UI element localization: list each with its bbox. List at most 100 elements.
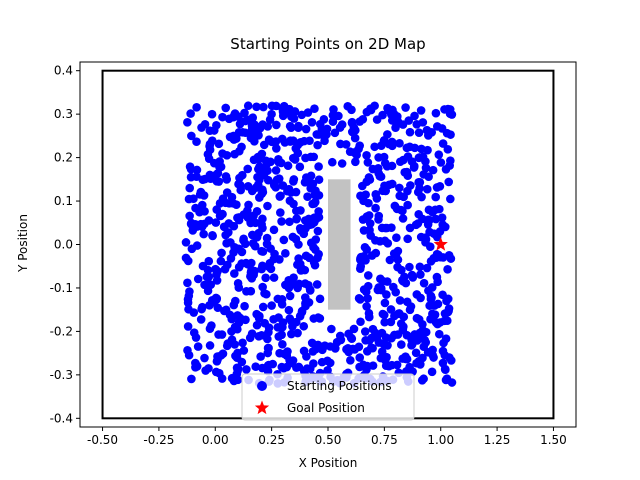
starting-position-point (258, 302, 268, 312)
starting-position-point (244, 115, 254, 125)
starting-position-point (421, 157, 430, 166)
starting-position-point (264, 135, 274, 144)
starting-position-point (213, 355, 222, 364)
starting-position-point (398, 214, 408, 223)
starting-position-point (244, 200, 253, 210)
starting-position-point (389, 109, 399, 119)
starting-position-point (305, 285, 315, 294)
starting-position-point (375, 171, 385, 181)
starting-position-point (327, 324, 336, 334)
starting-position-point (310, 245, 320, 254)
starting-position-point (278, 322, 287, 332)
starting-position-point (383, 341, 392, 350)
starting-position-point (187, 244, 197, 254)
starting-position-point (314, 207, 323, 216)
starting-position-point (323, 365, 332, 375)
starting-position-point (398, 325, 408, 335)
starting-position-point (230, 269, 239, 278)
starting-position-point (306, 152, 316, 162)
starting-position-point (361, 190, 370, 199)
starting-position-point (265, 258, 275, 268)
starting-position-point (226, 254, 236, 263)
starting-position-point (208, 230, 217, 240)
starting-position-point (200, 353, 209, 363)
starting-position-point (183, 322, 193, 331)
starting-position-point (277, 330, 286, 340)
starting-position-point (216, 256, 226, 266)
starting-position-point (355, 264, 365, 273)
starting-position-point (294, 121, 303, 131)
starting-position-point (233, 364, 243, 374)
starting-position-point (284, 184, 294, 194)
starting-position-point (197, 302, 207, 312)
starting-position-point (351, 126, 360, 135)
starting-position-point (446, 130, 455, 139)
starting-position-point (315, 314, 325, 323)
starting-position-point (380, 317, 389, 327)
starting-position-point (425, 242, 435, 252)
starting-position-point (403, 200, 412, 210)
starting-position-point (371, 203, 380, 213)
starting-position-point (181, 238, 191, 247)
starting-position-point (395, 157, 405, 167)
starting-position-point (204, 272, 214, 282)
starting-position-point (399, 312, 409, 322)
starting-position-point (200, 219, 209, 229)
starting-position-point (419, 342, 429, 352)
starting-position-point (317, 357, 327, 367)
starting-position-point (404, 116, 414, 125)
starting-position-point (197, 123, 206, 132)
starting-position-point (374, 215, 383, 224)
starting-position-point (322, 124, 332, 134)
starting-position-point (221, 172, 231, 181)
starting-position-point (284, 305, 294, 315)
starting-position-point (318, 345, 327, 355)
starting-position-point (440, 350, 450, 360)
legend-box (241, 373, 415, 421)
starting-position-point (356, 317, 365, 327)
starting-position-point (253, 152, 263, 162)
starting-position-point (397, 340, 406, 349)
starting-position-point (386, 305, 396, 314)
starting-position-point (344, 329, 353, 339)
starting-position-point (401, 103, 410, 112)
y-tick-label: 0.2 (54, 151, 73, 165)
starting-position-point (221, 198, 230, 208)
starting-position-point (294, 279, 304, 289)
chart-title: Starting Points on 2D Map (230, 35, 425, 53)
starting-position-point (371, 248, 381, 258)
starting-position-point (376, 284, 386, 293)
starting-position-point (443, 145, 453, 154)
starting-position-point (292, 206, 301, 216)
starting-position-point (193, 342, 203, 351)
starting-position-point (241, 315, 250, 325)
starting-position-point (262, 159, 272, 169)
starting-position-point (352, 150, 361, 160)
starting-position-point (310, 197, 320, 207)
starting-position-point (401, 278, 411, 288)
starting-position-point (407, 341, 416, 350)
legend-label-starting: Starting Positions (287, 379, 392, 393)
starting-position-point (370, 142, 379, 152)
starting-position-point (441, 222, 450, 232)
starting-position-point (310, 260, 320, 270)
starting-position-point (283, 161, 293, 171)
starting-position-point (237, 142, 246, 152)
starting-position-point (418, 118, 428, 127)
starting-position-point (375, 236, 385, 246)
starting-position-point (428, 207, 437, 217)
starting-position-point (290, 155, 300, 164)
starting-position-point (187, 374, 196, 384)
starting-position-point (195, 207, 204, 217)
starting-position-point (440, 105, 449, 114)
starting-position-point (184, 194, 194, 204)
starting-position-point (423, 145, 432, 155)
starting-position-point (437, 213, 447, 222)
y-tick-label: -0.2 (50, 324, 73, 338)
starting-position-point (414, 128, 424, 137)
starting-position-point (207, 321, 216, 330)
legend-marker-starting (257, 381, 267, 391)
starting-position-point (248, 239, 258, 248)
starting-position-point (301, 124, 311, 134)
starting-position-point (218, 349, 228, 359)
